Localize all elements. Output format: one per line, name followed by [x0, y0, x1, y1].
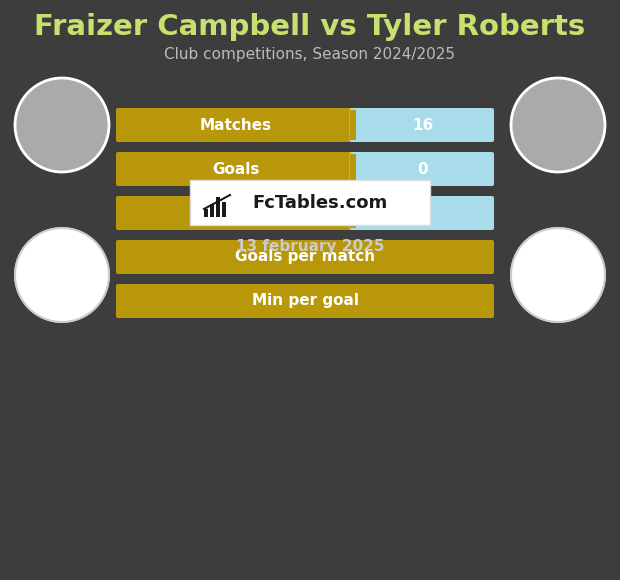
Circle shape: [15, 228, 109, 322]
FancyBboxPatch shape: [116, 152, 356, 186]
Text: Goals per match: Goals per match: [235, 249, 375, 264]
Bar: [204, 209, 208, 217]
FancyBboxPatch shape: [350, 196, 494, 230]
FancyBboxPatch shape: [116, 108, 356, 142]
Bar: [222, 202, 226, 217]
Bar: [350, 110, 356, 140]
Text: Matches: Matches: [200, 118, 272, 132]
Bar: [210, 204, 214, 217]
Text: Fraizer Campbell vs Tyler Roberts: Fraizer Campbell vs Tyler Roberts: [34, 13, 586, 41]
Text: 0: 0: [417, 205, 428, 220]
FancyBboxPatch shape: [116, 240, 494, 274]
Circle shape: [511, 78, 605, 172]
FancyBboxPatch shape: [350, 152, 494, 186]
Text: Min per goal: Min per goal: [252, 293, 358, 309]
FancyBboxPatch shape: [190, 180, 430, 225]
Circle shape: [511, 228, 605, 322]
Text: Hattricks: Hattricks: [197, 205, 275, 220]
Bar: [350, 154, 356, 184]
Text: 13 february 2025: 13 february 2025: [236, 240, 384, 255]
FancyBboxPatch shape: [116, 196, 356, 230]
Bar: [216, 197, 220, 217]
Bar: [350, 198, 356, 228]
Text: FcTables.com: FcTables.com: [252, 194, 388, 212]
Text: 0: 0: [417, 161, 428, 176]
Circle shape: [15, 78, 109, 172]
Text: Club competitions, Season 2024/2025: Club competitions, Season 2024/2025: [164, 46, 456, 61]
Text: Goals: Goals: [212, 161, 260, 176]
Text: 16: 16: [412, 118, 433, 132]
FancyBboxPatch shape: [116, 284, 494, 318]
FancyBboxPatch shape: [350, 108, 494, 142]
